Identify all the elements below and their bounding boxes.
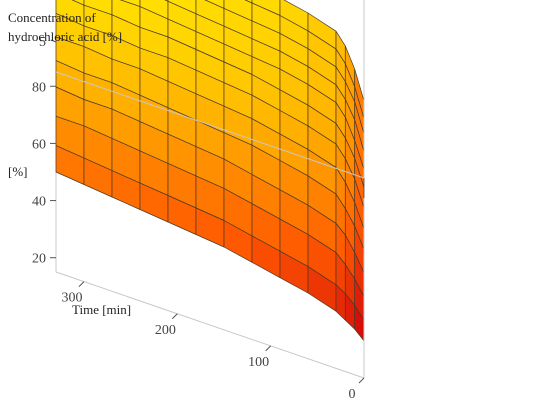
z-tick-label-60: 60: [32, 137, 46, 152]
time-tick-label-300: 300: [62, 291, 83, 306]
time-tick-200: [171, 313, 178, 320]
hcl-axis-title-line2: hydrochloric acid [%]: [8, 29, 122, 44]
surface-mesh: [55, 0, 365, 342]
hcl-tick-5: [50, 39, 57, 43]
z-axis-unit-label: [%]: [8, 164, 28, 179]
time-axis-title: Time [min]: [72, 302, 131, 317]
box-edge-front-2: [55, 71, 365, 179]
time-tick-label-200: 200: [155, 323, 176, 338]
axis-ticks: 0100200300510152020406080: [32, 35, 365, 402]
time-tick-0: [358, 377, 365, 384]
z-tick-label-20: 20: [32, 252, 46, 267]
z-tick-label-40: 40: [32, 195, 46, 210]
time-tick-label-100: 100: [248, 355, 269, 370]
hcl-axis-title-line1: Concentration of: [8, 10, 96, 25]
time-tick-100: [265, 345, 272, 352]
z-tick-label-80: 80: [32, 80, 46, 95]
time-tick-300: [78, 281, 85, 287]
box-edge-front-0: [55, 271, 365, 379]
hcl-tick-label-5: 5: [39, 35, 46, 50]
time-tick-label-0: 0: [349, 387, 356, 402]
bounding-box-front: [55, 0, 365, 379]
